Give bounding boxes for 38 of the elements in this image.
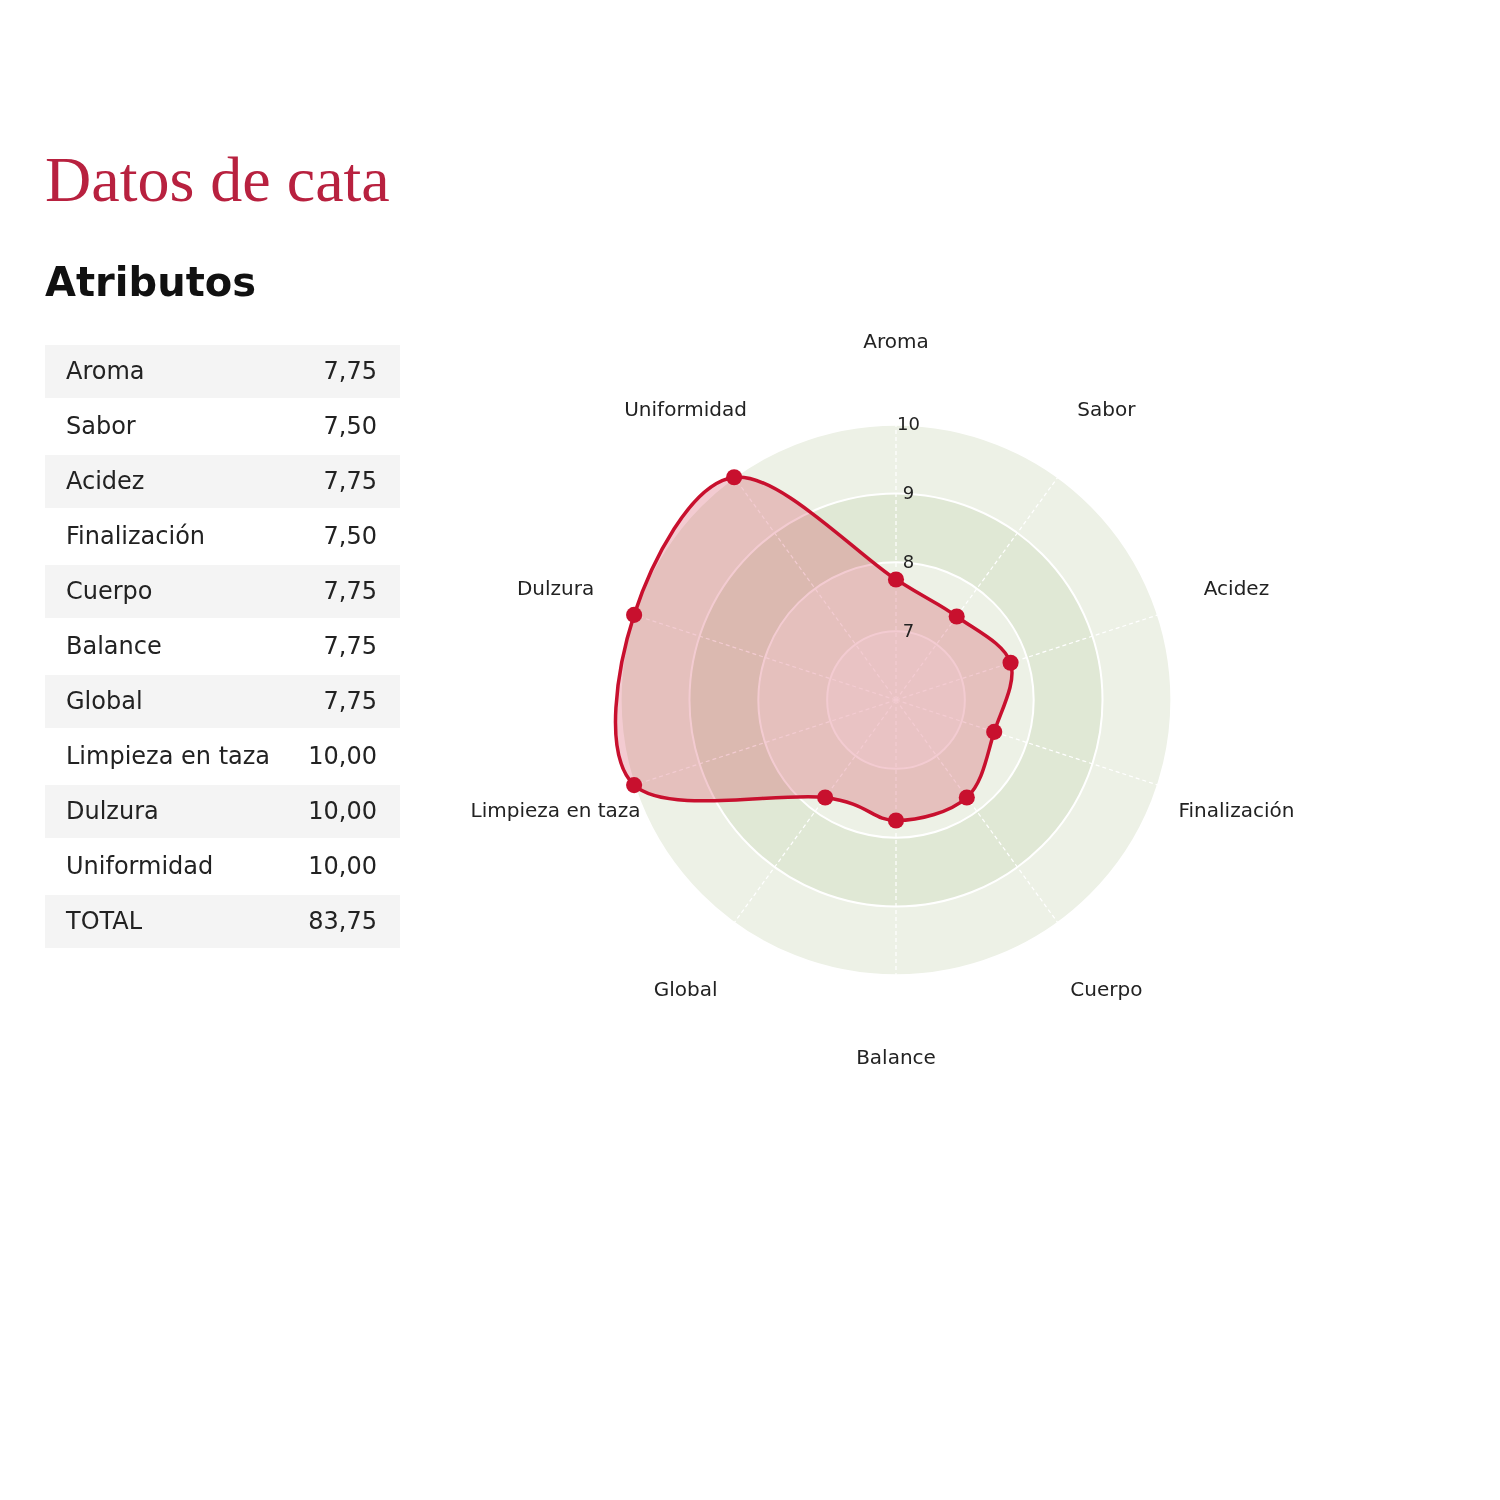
text: 7,75 bbox=[323, 356, 377, 385]
spoke-label: Acidez bbox=[1203, 576, 1270, 601]
text: Cuerpo bbox=[66, 576, 153, 605]
text: TOTAL bbox=[65, 906, 143, 935]
spoke-label: Finalización bbox=[1178, 797, 1295, 822]
spoke-label: Global bbox=[653, 976, 718, 1001]
spoke-label: Balance bbox=[856, 1044, 936, 1069]
text: Uniformidad bbox=[66, 851, 214, 880]
y-tick-label: 7 bbox=[902, 620, 915, 642]
spoke-label: Limpieza en taza bbox=[470, 797, 641, 822]
text: 7,50 bbox=[323, 411, 377, 440]
text: Aroma bbox=[66, 356, 145, 385]
y-tick-label: 10 bbox=[896, 412, 920, 434]
text: Limpieza en taza bbox=[66, 741, 271, 770]
text: 10,00 bbox=[308, 741, 377, 770]
text: 7,75 bbox=[323, 466, 377, 495]
text: Dulzura bbox=[66, 796, 159, 825]
y-tick-label: 8 bbox=[902, 550, 915, 572]
text: 7,50 bbox=[323, 521, 377, 550]
spoke-label: Cuerpo bbox=[1070, 976, 1143, 1001]
text: Datos de cata bbox=[45, 144, 390, 215]
text: Global bbox=[66, 686, 143, 715]
text: 10,00 bbox=[308, 851, 377, 880]
text: Sabor bbox=[66, 411, 136, 440]
text: 10,00 bbox=[308, 796, 377, 825]
spoke-label: Uniformidad bbox=[624, 397, 747, 422]
text: Atributos bbox=[45, 259, 257, 305]
text: Acidez bbox=[66, 466, 145, 495]
text: Finalización bbox=[66, 521, 206, 550]
spoke-label: Aroma bbox=[863, 329, 929, 354]
text: 7,75 bbox=[323, 631, 377, 660]
text: Balance bbox=[66, 631, 162, 660]
y-tick-label: 9 bbox=[902, 481, 915, 503]
spoke-label: Sabor bbox=[1077, 397, 1137, 422]
text: 7,75 bbox=[323, 576, 377, 605]
text: 7,75 bbox=[323, 686, 377, 715]
text: 83,75 bbox=[308, 906, 377, 935]
spoke-label: Dulzura bbox=[516, 576, 595, 601]
